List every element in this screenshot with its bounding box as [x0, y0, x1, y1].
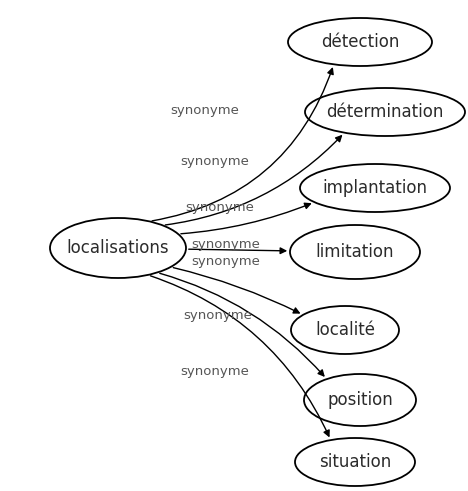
Text: limitation: limitation: [316, 243, 394, 261]
Text: synonyme: synonyme: [191, 238, 260, 250]
Text: synonyme: synonyme: [170, 104, 240, 116]
Text: détection: détection: [321, 33, 399, 51]
Text: implantation: implantation: [322, 179, 427, 197]
FancyArrowPatch shape: [165, 136, 342, 225]
FancyArrowPatch shape: [181, 203, 310, 234]
FancyArrowPatch shape: [151, 276, 329, 436]
FancyArrowPatch shape: [152, 68, 333, 221]
Text: synonyme: synonyme: [183, 308, 252, 322]
Text: localité: localité: [315, 321, 375, 339]
Text: synonyme: synonyme: [181, 156, 249, 168]
Text: synonyme: synonyme: [191, 255, 260, 269]
FancyArrowPatch shape: [189, 248, 286, 253]
FancyArrowPatch shape: [160, 273, 324, 376]
Text: localisations: localisations: [66, 239, 169, 257]
Text: synonyme: synonyme: [181, 365, 249, 379]
Text: position: position: [327, 391, 393, 409]
Text: détermination: détermination: [326, 103, 444, 121]
Text: situation: situation: [319, 453, 391, 471]
Text: synonyme: synonyme: [186, 201, 255, 215]
FancyArrowPatch shape: [173, 268, 299, 313]
